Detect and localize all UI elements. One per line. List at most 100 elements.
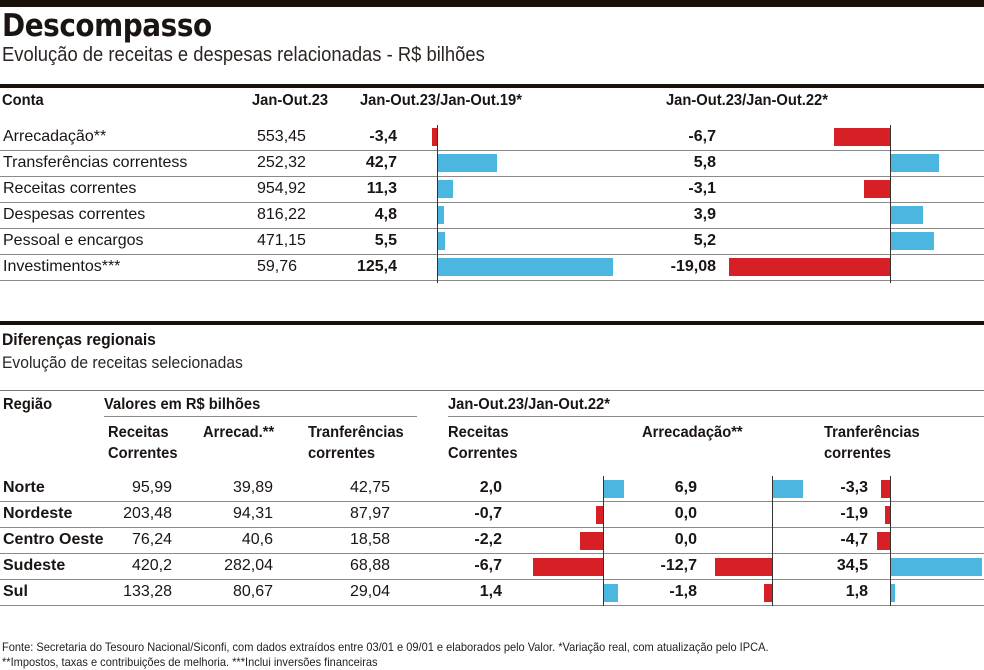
conta-value: 553,45 — [257, 128, 306, 145]
var-receitas-label: -6,7 — [474, 557, 502, 574]
header-receitas-l1: Receitas — [108, 424, 169, 441]
bar-var-transf — [881, 480, 890, 498]
var19-label: 125,4 — [356, 258, 397, 275]
var22-label: -19,08 — [670, 258, 716, 275]
header-var-transf-l2: correntes — [824, 445, 892, 462]
section2-subtitle: Evolução de receitas selecionadas — [2, 353, 243, 372]
var19-label: 11,3 — [366, 180, 397, 197]
row-divider — [0, 501, 984, 502]
receitas-value: 133,28 — [123, 583, 172, 600]
bar-var19 — [437, 206, 444, 224]
var-arrecad-label: -12,7 — [660, 557, 697, 574]
header-var19: Jan-Out.23/Jan-Out.19* — [360, 92, 522, 109]
row-divider — [0, 176, 984, 177]
bar-var-receitas — [580, 532, 603, 550]
bar-var-receitas — [603, 584, 618, 602]
transf-value: 18,58 — [349, 531, 390, 548]
header-transf-l2: correntes — [308, 445, 376, 462]
footnote-source: Fonte: Secretaria do Tesouro Nacional/Si… — [2, 640, 769, 654]
row-divider — [0, 553, 984, 554]
var-arrecad-label: -1,8 — [669, 583, 697, 600]
table2-top-rule — [0, 390, 984, 391]
transf-value: 29,04 — [349, 583, 390, 600]
var-arrecad-label: 0,0 — [674, 505, 697, 522]
conta-value: 59,76 — [257, 258, 298, 275]
header-variacao: Jan-Out.23/Jan-Out.22* — [448, 396, 610, 413]
regiao-label: Sudeste — [3, 557, 66, 574]
regiao-label: Norte — [3, 479, 45, 496]
conta-label: Receitas correntes — [3, 180, 137, 197]
bar-var22 — [890, 232, 934, 250]
conta-label: Arrecadação** — [3, 128, 107, 145]
conta-label: Despesas correntes — [3, 206, 146, 223]
header-var-transf-l1: Tranferências — [824, 424, 920, 441]
bar-var19 — [437, 232, 445, 250]
header-value: Jan-Out.23 — [252, 92, 329, 109]
regiao-label: Nordeste — [3, 505, 73, 522]
row-divider — [0, 202, 984, 203]
regiao-label: Sul — [3, 583, 28, 600]
header-transf-l1: Tranferências — [308, 424, 404, 441]
axis-var-receitas — [603, 476, 604, 606]
var-receitas-label: -0,7 — [474, 505, 502, 522]
conta-label: Pessoal e encargos — [3, 232, 144, 249]
var-arrecad-label: 6,9 — [674, 479, 697, 496]
arrecad-value: 94,31 — [232, 505, 273, 522]
header-var22: Jan-Out.23/Jan-Out.22* — [666, 92, 828, 109]
var-receitas-label: 2,0 — [479, 479, 502, 496]
row-divider — [0, 150, 984, 151]
valores-underline — [104, 416, 417, 417]
bar-var22 — [890, 206, 923, 224]
var-receitas-label: -2,2 — [474, 531, 502, 548]
axis-var22 — [890, 125, 891, 283]
var22-label: 5,2 — [693, 232, 716, 249]
arrecad-value: 282,04 — [224, 557, 273, 574]
header-var-receitas-l1: Receitas — [448, 424, 509, 441]
section-separator — [0, 321, 984, 325]
var22-label: 5,8 — [693, 154, 716, 171]
bar-var-receitas — [533, 558, 603, 576]
bar-var22 — [729, 258, 890, 276]
row-divider — [0, 254, 984, 255]
header-regiao: Região — [3, 396, 53, 413]
var19-label: 42,7 — [365, 154, 397, 171]
bar-var19 — [432, 128, 437, 146]
header-var-arrecadacao: Arrecadação** — [642, 424, 743, 441]
var22-label: -6,7 — [688, 128, 716, 145]
receitas-value: 76,24 — [131, 531, 172, 548]
var22-label: 3,9 — [693, 206, 716, 223]
header-arrecad: Arrecad.** — [203, 424, 275, 441]
var19-label: -3,4 — [369, 128, 397, 145]
bar-var-transf — [877, 532, 890, 550]
var-transf-label: -4,7 — [840, 531, 868, 548]
conta-label: Transferências correntess — [3, 154, 188, 171]
header-valores: Valores em R$ bilhões — [104, 396, 261, 413]
var19-label: 5,5 — [374, 232, 397, 249]
conta-value: 252,32 — [257, 154, 306, 171]
bar-var22 — [863, 180, 890, 198]
chart-title: Descompasso — [2, 8, 212, 44]
header-var-receitas-l2: Correntes — [448, 445, 518, 462]
header-conta: Conta — [2, 92, 44, 109]
conta-value: 954,92 — [257, 180, 306, 197]
var-transf-label: -3,3 — [840, 479, 868, 496]
arrecad-value: 40,6 — [241, 531, 273, 548]
bar-var19 — [437, 180, 453, 198]
bar-var-receitas — [603, 480, 624, 498]
var-transf-label: 34,5 — [836, 557, 868, 574]
bar-var-receitas — [595, 506, 603, 524]
row-divider — [0, 280, 984, 281]
var-arrecad-label: 0,0 — [674, 531, 697, 548]
bar-var19 — [437, 154, 497, 172]
transf-value: 42,75 — [349, 479, 390, 496]
conta-value: 816,22 — [257, 206, 306, 223]
var19-label: 4,8 — [374, 206, 397, 223]
var-transf-label: -1,9 — [840, 505, 868, 522]
bar-var22 — [833, 128, 890, 146]
receitas-value: 420,2 — [131, 557, 172, 574]
row-divider — [0, 579, 984, 580]
regiao-label: Centro Oeste — [3, 531, 104, 548]
row-divider — [0, 527, 984, 528]
axis-var19 — [437, 125, 438, 283]
variacao-underline — [448, 416, 984, 417]
